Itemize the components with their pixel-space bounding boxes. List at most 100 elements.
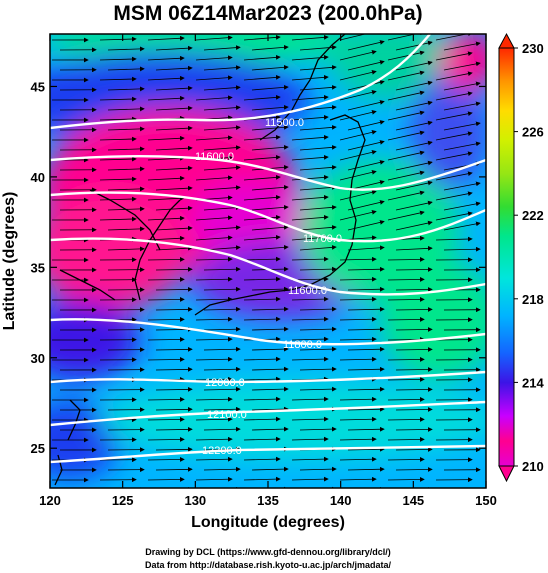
- wind-arrow: [395, 160, 433, 171]
- contour-label: 12200.0: [202, 445, 242, 457]
- wind-arrow: [339, 256, 377, 262]
- wind-arrow: [339, 149, 377, 161]
- wind-arrow: [99, 176, 137, 182]
- wind-arrow: [291, 34, 329, 41]
- wind-arrow: [195, 75, 233, 81]
- wind-arrow: [435, 191, 473, 201]
- x-tick-label: 130: [184, 493, 206, 508]
- contour-label: 11800.0: [283, 339, 322, 351]
- wind-arrow: [299, 426, 337, 432]
- x-axis-label: Longitude (degrees): [191, 514, 345, 531]
- wind-arrow: [251, 406, 289, 412]
- wind-arrow: [299, 366, 337, 372]
- wind-arrow: [147, 277, 185, 282]
- wind-arrow: [243, 396, 281, 402]
- wind-arrow: [147, 417, 185, 422]
- colorbar-ticks: 210 214 218 222 226 230: [514, 41, 544, 474]
- wind-arrow: [243, 376, 281, 382]
- wind-arrow: [243, 296, 281, 302]
- wind-arrow: [243, 356, 281, 362]
- wind-arrow: [395, 40, 433, 51]
- x-tick-label: 125: [112, 493, 134, 508]
- wind-arrow: [107, 186, 145, 192]
- wind-arrow: [339, 356, 377, 362]
- wind-arrow: [395, 327, 433, 332]
- wind-arrow: [339, 476, 377, 482]
- wind-arrow: [251, 144, 289, 151]
- contour-label: 12000.0: [205, 377, 245, 389]
- wind-arrow: [379, 486, 385, 488]
- wind-arrow: [203, 366, 241, 372]
- wind-arrow: [195, 336, 233, 342]
- wind-arrow: [427, 487, 433, 488]
- wind-arrow: [299, 125, 337, 131]
- wind-arrow: [147, 397, 185, 402]
- wind-arrow: [339, 169, 377, 181]
- wind-arrow: [243, 476, 281, 482]
- wind-arrow: [195, 175, 233, 181]
- contour-line: [50, 237, 486, 296]
- wind-arrow: [203, 306, 241, 312]
- wind-arrow: [243, 94, 281, 101]
- wind-arrow: [291, 174, 329, 181]
- wind-arrow: [387, 90, 425, 101]
- wind-arrow: [387, 50, 425, 61]
- wind-arrow: [443, 41, 481, 51]
- wind-arrow: [195, 376, 233, 382]
- wind-arrow: [347, 160, 385, 171]
- wind-arrow: [291, 214, 329, 221]
- wind-arrow: [387, 297, 425, 302]
- wind-arrow: [339, 436, 377, 442]
- wind-arrow: [347, 40, 385, 51]
- wind-arrow: [347, 266, 385, 272]
- wind-arrow: [107, 166, 145, 172]
- wind-arrow: [291, 134, 329, 141]
- wind-arrow: [147, 75, 185, 81]
- wind-arrow: [339, 396, 377, 402]
- wind-arrow: [155, 406, 193, 412]
- contour-line: [50, 34, 431, 130]
- wind-arrow: [395, 427, 433, 432]
- wind-arrow: [203, 125, 241, 131]
- height-contours: [50, 34, 486, 464]
- wind-arrow: [195, 215, 233, 221]
- wind-arrow: [435, 151, 473, 161]
- x-tick-label: 145: [402, 493, 424, 508]
- wind-arrow: [147, 135, 185, 141]
- wind-arrow: [387, 190, 425, 201]
- wind-arrow: [203, 326, 241, 332]
- wind-arrow: [147, 35, 185, 41]
- wind-arrow: [155, 286, 193, 292]
- wind-arrow: [251, 346, 289, 352]
- wind-arrow: [387, 477, 425, 482]
- wind-arrow: [387, 417, 425, 422]
- wind-arrow: [243, 316, 281, 322]
- wind-arrow: [299, 245, 337, 251]
- wind-arrow: [387, 277, 425, 282]
- wind-arrow: [251, 244, 289, 251]
- wind-arrow: [155, 225, 193, 231]
- wind-arrow: [387, 70, 425, 81]
- wind-arrow: [347, 306, 385, 312]
- wind-arrow: [155, 185, 193, 191]
- wind-arrow: [299, 65, 337, 71]
- wind-arrow: [347, 220, 385, 231]
- wind-arrow: [147, 337, 185, 342]
- wind-arrow: [203, 85, 241, 91]
- wind-arrow: [331, 486, 337, 488]
- wind-arrow: [147, 235, 185, 241]
- wind-arrow: [443, 81, 481, 91]
- wind-arrow: [203, 165, 241, 171]
- wind-arrow: [339, 89, 377, 101]
- wind-arrow: [347, 366, 385, 372]
- wind-arrow: [243, 34, 281, 41]
- y-tick-label: 45: [31, 79, 45, 94]
- wind-arrow: [347, 245, 385, 251]
- wind-arrow: [195, 55, 233, 61]
- wind-arrow: [387, 170, 425, 181]
- wind-arrow: [299, 165, 337, 171]
- wind-arrow: [395, 387, 433, 392]
- wind-arrow: [387, 437, 425, 442]
- colorbar-max-arrow: [498, 32, 515, 49]
